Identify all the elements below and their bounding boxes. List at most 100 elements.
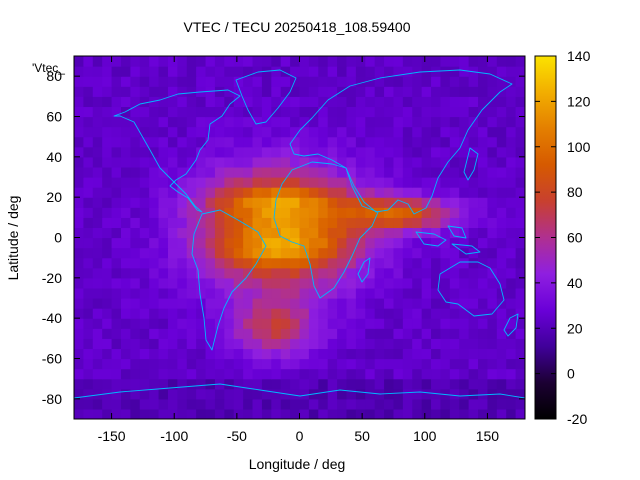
heat-cell [205, 177, 216, 188]
heat-cell [421, 408, 432, 419]
heat-cell [280, 116, 291, 128]
heat-cell [318, 277, 329, 289]
heat-cell [177, 328, 188, 339]
heat-cell [158, 398, 169, 410]
heat-cell [308, 227, 319, 239]
heat-cell [243, 237, 254, 249]
heat-cell [468, 388, 479, 400]
heat-cell [271, 287, 282, 299]
heat-cell [346, 146, 357, 158]
heat-cell [224, 368, 235, 380]
heat-cell [252, 408, 263, 419]
heat-cell [205, 277, 216, 289]
heat-cell [252, 277, 263, 289]
heat-cell [393, 217, 404, 229]
heat-cell [506, 328, 517, 339]
heat-cell [149, 368, 160, 380]
heat-cell [102, 368, 113, 380]
heat-cell [111, 76, 122, 87]
heat-cell [224, 398, 235, 410]
heat-cell [271, 177, 282, 188]
heat-cell [92, 86, 103, 97]
heat-cell [139, 368, 150, 380]
heat-cell [196, 328, 207, 339]
heat-cell [102, 66, 113, 77]
heat-cell [355, 146, 366, 158]
heat-cell [83, 56, 94, 67]
heat-cell [496, 136, 507, 148]
heat-cell [74, 378, 84, 390]
heat-cell [92, 156, 103, 168]
heat-cell [158, 338, 169, 350]
heat-cell [290, 166, 301, 178]
heat-cell [290, 76, 301, 87]
heat-cell [327, 318, 338, 329]
heat-cell [224, 408, 235, 419]
heat-cell [327, 338, 338, 350]
heat-cell [327, 96, 338, 108]
heat-cell [83, 378, 94, 390]
heat-cell [139, 156, 150, 168]
heat-cell [290, 106, 301, 118]
heat-cell [280, 126, 291, 138]
heat-cell [149, 56, 160, 67]
heat-cell [243, 398, 254, 410]
heat-cell [449, 368, 460, 380]
heat-cell [365, 146, 376, 158]
x-tick-label: 150 [476, 428, 500, 444]
heat-cell [299, 66, 310, 77]
heat-cell [337, 156, 348, 168]
heat-cell [111, 106, 122, 118]
heat-cell [496, 116, 507, 128]
heat-cell [374, 267, 385, 279]
heat-cell [355, 106, 366, 118]
heat-cell [421, 267, 432, 279]
heat-cell [186, 66, 197, 77]
heat-cell [431, 207, 442, 218]
heat-cell [102, 136, 113, 148]
heat-cell [167, 308, 178, 319]
heat-cell [374, 96, 385, 108]
heat-cell [318, 136, 329, 148]
heat-cell [261, 338, 272, 350]
heat-cell [139, 237, 150, 249]
heat-cell [102, 267, 113, 279]
heat-cell [440, 388, 451, 400]
coast-madagascar [357, 257, 371, 283]
heat-cell [449, 247, 460, 259]
heat-cell [102, 227, 113, 239]
heat-cell [280, 136, 291, 148]
heat-cell [83, 298, 94, 309]
heat-cell [74, 146, 84, 158]
heat-cell [308, 348, 319, 360]
heat-cell [459, 267, 470, 279]
heat-cell [337, 287, 348, 299]
heat-cell [374, 247, 385, 259]
heat-cell [308, 146, 319, 158]
heat-cell [412, 227, 423, 239]
heat-cell [243, 146, 254, 158]
heat-cell [440, 96, 451, 108]
heat-cell [449, 136, 460, 148]
heat-cell [365, 298, 376, 309]
heat-cell [149, 338, 160, 350]
heat-cell [459, 328, 470, 339]
heat-cell [308, 368, 319, 380]
heat-cell [167, 86, 178, 97]
heat-cell [280, 217, 291, 229]
heat-cell [299, 156, 310, 168]
heat-cell [459, 86, 470, 97]
heat-cell [261, 398, 272, 410]
heat-cell [355, 136, 366, 148]
heat-cell [177, 388, 188, 400]
heat-cell [167, 257, 178, 269]
heat-cell [393, 86, 404, 97]
heat-cell [459, 217, 470, 229]
heat-cell [468, 187, 479, 198]
heat-cell [346, 378, 357, 390]
heat-cell [468, 237, 479, 249]
heat-cell [196, 177, 207, 188]
heat-cell [167, 177, 178, 188]
heat-cell [290, 136, 301, 148]
heat-cell [167, 66, 178, 77]
